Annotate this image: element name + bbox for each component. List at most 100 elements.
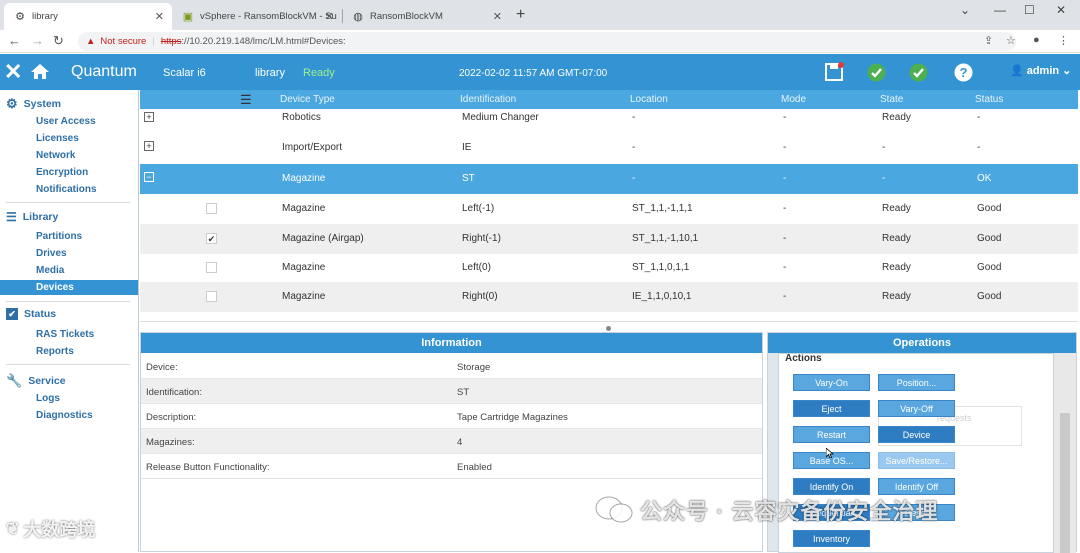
cell-location: - [632, 142, 636, 153]
actions-box: Actions requests Vary-On Position... Eje… [778, 353, 1054, 553]
menu-dots-icon[interactable]: ⋮ [1058, 35, 1069, 47]
new-tab-icon[interactable]: + [516, 6, 526, 23]
share-icon[interactable]: ⇪ [984, 35, 994, 47]
browser-tab-vsphere[interactable]: ▣ vSphere - RansomBlockVM - Su ✕ [172, 3, 342, 30]
table-row[interactable]: Magazine Left(0) ST_1,1,0,1,1 - Ready Go… [140, 253, 1078, 283]
cell-state: - [882, 173, 886, 184]
user-menu[interactable]: 👤 admin ⌄ [1010, 64, 1071, 78]
table-row[interactable]: + Robotics Medium Changer - - Ready - [140, 103, 1078, 132]
profile-icon[interactable]: ● [1033, 34, 1040, 46]
column-header-status[interactable]: Status [975, 94, 1004, 105]
sidebar-item-diagnostics[interactable]: Diagnostics [36, 410, 93, 421]
cell-mode: - [783, 142, 787, 153]
row-checkbox[interactable] [206, 291, 217, 302]
cell-location: ST_1,1,0,1,1 [632, 262, 690, 273]
column-header-device-type[interactable]: Device Type [280, 94, 335, 105]
cell-identification: Right(0) [462, 291, 498, 302]
cell-device-type: Robotics [282, 112, 321, 123]
column-menu-icon[interactable]: ☰ [240, 92, 252, 107]
sidebar-divider [6, 301, 130, 302]
sidebar-group-status[interactable]: ✔ Status [6, 308, 56, 320]
sidebar-group-label: Library [22, 211, 59, 223]
column-header-state[interactable]: State [880, 94, 904, 105]
info-label: Device: [146, 362, 178, 373]
sidebar-item-logs[interactable]: Logs [36, 393, 60, 404]
identify-on-button[interactable]: Identify On [793, 478, 870, 495]
reload-icon[interactable]: ↻ [53, 33, 64, 48]
sidebar-item-devices[interactable]: Devices [0, 280, 138, 295]
star-icon[interactable]: ☆ [1006, 35, 1016, 47]
help-icon[interactable]: ? [954, 63, 973, 82]
inventory-button[interactable]: Inventory [793, 530, 870, 547]
cell-status: Good [977, 233, 1002, 244]
save-restore-button[interactable]: Save/Restore... [878, 452, 955, 469]
identify-off-button[interactable]: Identify Off [878, 478, 955, 495]
close-icon[interactable]: ✕ [4, 59, 23, 84]
home-icon[interactable] [30, 63, 50, 80]
sidebar-item-partitions[interactable]: Partitions [36, 231, 83, 242]
row-checkbox[interactable] [206, 262, 217, 273]
info-row: Identification: ST [141, 379, 762, 404]
sidebar-item-reports[interactable]: Reports [36, 346, 74, 357]
table-row-selected[interactable]: − Magazine ST - - - OK [140, 164, 1078, 194]
sidebar-item-media[interactable]: Media [36, 265, 65, 276]
table-row[interactable]: + Import/Export IE - - - - [140, 133, 1078, 163]
sidebar-group-library[interactable]: ☰ Library [6, 210, 58, 224]
vary-on-button[interactable]: Vary-On [793, 374, 870, 391]
sidebar-group-system[interactable]: ⚙ System [6, 96, 61, 112]
sidebar-item-user-access[interactable]: User Access [36, 116, 96, 127]
cell-status: - [977, 112, 981, 123]
sidebar-item-encryption[interactable]: Encryption [36, 167, 89, 178]
cell-identification: Left(0) [462, 262, 491, 273]
address-bar[interactable]: ▲ Not secure | https ://10.20.219.148/lm… [78, 32, 1016, 51]
sidebar-group-service[interactable]: 🔧 Service [6, 373, 66, 389]
svg-text:?: ? [960, 65, 968, 80]
row-checkbox[interactable]: ✔ [206, 233, 217, 244]
close-window-icon[interactable]: ✕ [1056, 3, 1067, 17]
column-header-location[interactable]: Location [630, 94, 668, 105]
table-row[interactable]: Magazine Left(-1) ST_1,1,-1,1,1 - Ready … [140, 194, 1078, 224]
browser-tab-ransomblockvm[interactable]: ◍ RansomBlockVM ✕ [342, 3, 510, 30]
save-config-icon[interactable] [825, 62, 845, 82]
row-checkbox[interactable] [206, 203, 217, 214]
expand-icon[interactable]: + [144, 112, 154, 122]
expand-icon[interactable]: + [144, 141, 154, 151]
back-icon[interactable]: ← [8, 33, 21, 48]
chevron-down-icon[interactable]: ⌄ [960, 3, 971, 17]
check-status-icon[interactable] [867, 63, 886, 82]
check-health-icon[interactable] [909, 63, 928, 82]
cell-device-type: Import/Export [282, 142, 343, 153]
table-row[interactable]: ✔ Magazine (Airgap) Right(-1) ST_1,1,-1,… [140, 224, 1078, 254]
scrollbar-thumb[interactable] [1060, 413, 1070, 553]
maximize-icon[interactable]: ☐ [1024, 3, 1035, 17]
column-header-identification[interactable]: Identification [460, 94, 517, 105]
position-button[interactable]: Position... [878, 374, 955, 391]
collapse-icon[interactable]: − [144, 172, 154, 182]
panel-splitter-handle[interactable] [606, 326, 611, 331]
eject-button[interactable]: Eject [793, 400, 870, 417]
reset-button[interactable]: Reset [878, 504, 955, 521]
close-tab-icon[interactable]: ✕ [324, 11, 334, 23]
operations-scrollbar[interactable] [1054, 353, 1076, 553]
sidebar-item-network[interactable]: Network [36, 150, 76, 161]
vary-off-button[interactable]: Vary-Off [878, 400, 955, 417]
device-snapshot-button[interactable]: Device Snapshot... [878, 426, 955, 457]
sequential-button[interactable]: Sequential [793, 504, 870, 521]
sidebar-item-notifications[interactable]: Notifications [36, 184, 97, 195]
minimize-icon[interactable]: — [994, 3, 1006, 17]
sidebar-item-ras-tickets[interactable]: RAS Tickets [36, 329, 95, 340]
sidebar-item-drives[interactable]: Drives [36, 248, 67, 259]
restart-button[interactable]: Restart [793, 426, 870, 443]
operations-panel: Operations Actions requests Vary-On Posi… [767, 332, 1077, 553]
close-tab-icon[interactable]: ✕ [492, 11, 502, 23]
forward-icon[interactable]: → [31, 33, 44, 48]
info-row: Device: Storage [141, 354, 762, 379]
column-header-mode[interactable]: Mode [781, 94, 807, 105]
library-name: library [255, 67, 285, 79]
browser-tab-library[interactable]: ⚙ library ✕ [4, 3, 172, 30]
table-row[interactable]: Magazine Right(0) IE_1,1,0,10,1 - Ready … [140, 282, 1078, 312]
sidebar-item-licenses[interactable]: Licenses [36, 133, 79, 144]
cell-state: Ready [882, 112, 911, 123]
cell-status: Good [977, 262, 1002, 273]
close-tab-icon[interactable]: ✕ [154, 11, 164, 23]
